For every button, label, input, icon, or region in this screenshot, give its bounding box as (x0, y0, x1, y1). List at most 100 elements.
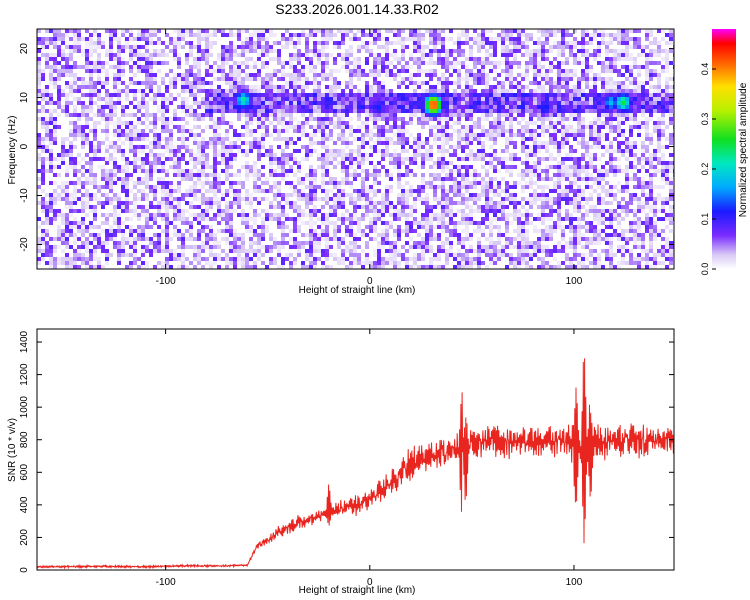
spectrogram-cell (97, 141, 101, 145)
spectrogram-cell (169, 185, 173, 189)
spectrogram-cell (365, 173, 369, 177)
spectrogram-cell (385, 125, 389, 129)
spectrogram-cell (349, 37, 353, 41)
spectrogram-cell (649, 57, 653, 61)
spectrogram-cell (225, 77, 229, 81)
spectrogram-cell (333, 197, 337, 201)
spectrogram-cell (125, 205, 129, 209)
spectrogram-cell (61, 193, 65, 197)
spectrogram-cell (429, 173, 433, 177)
spectrogram-cell (177, 149, 181, 153)
spectrogram-cell (549, 29, 553, 33)
spectrogram-cell (445, 65, 449, 69)
spectrogram-cell (233, 197, 237, 201)
spectrogram-cell (585, 97, 589, 101)
spectrogram-cell (133, 81, 137, 85)
spectrogram-cell (177, 29, 181, 33)
spectrogram-cell (453, 81, 457, 85)
spectrogram-cell (321, 185, 325, 189)
spectrogram-cell (529, 193, 533, 197)
spectrogram-cell (473, 97, 477, 101)
spectrogram-cell (97, 65, 101, 69)
spectrogram-cell (149, 129, 153, 133)
spectrogram-cell (497, 117, 501, 121)
spectrogram-cell (117, 145, 121, 149)
spectrogram-cell (197, 177, 201, 181)
spectrogram-cell (321, 29, 325, 33)
spectrogram-cell (93, 101, 97, 105)
spectrogram-cell (93, 45, 97, 49)
spectrogram-cell (245, 161, 249, 165)
spectrogram-cell (357, 205, 361, 209)
spectrogram-cell (149, 41, 153, 45)
spectrogram-cell (333, 45, 337, 49)
spectrogram-cell (473, 185, 477, 189)
spectrogram-cell (105, 137, 109, 141)
spectrogram-cell (125, 161, 129, 165)
spectrogram-cell (233, 93, 237, 97)
spectrogram-cell (625, 41, 629, 45)
spectrogram-cell (121, 57, 125, 61)
spectrogram-cell (273, 205, 277, 209)
spectrogram-cell (357, 89, 361, 93)
spectrogram-cell (649, 177, 653, 181)
spectrogram-cell (325, 181, 329, 185)
spectrogram-cell (437, 89, 441, 93)
spectrogram-cell (337, 29, 341, 33)
spectrogram-cell (505, 97, 509, 101)
spectrogram-cell (649, 105, 653, 109)
spectrogram-cell (81, 137, 85, 141)
spectrogram-cell (405, 61, 409, 65)
spectrogram-cell (633, 97, 637, 101)
spectrogram-cell (209, 93, 213, 97)
spectrogram-cell (481, 29, 485, 33)
spectrogram-cell (173, 109, 177, 113)
spectrogram-cell (561, 157, 565, 161)
spectrogram-cell (77, 37, 81, 41)
spectrogram-cell (113, 133, 117, 137)
spectrogram-cell (193, 197, 197, 201)
spectrogram-cell (113, 37, 117, 41)
spectrogram-cell (613, 33, 617, 37)
spectrogram-cell (653, 185, 657, 189)
spectrogram-cell (277, 41, 281, 45)
spectrogram-cell (401, 201, 405, 205)
spectrogram-cell (661, 109, 665, 113)
spectrogram-cell (493, 133, 497, 137)
spectrogram-cell (621, 113, 625, 117)
spectrogram-cell (49, 133, 53, 137)
spectrogram-cell (349, 197, 353, 201)
spectrogram-cell (225, 49, 229, 53)
spectrogram-cell (125, 113, 129, 117)
spectrogram-cell (317, 49, 321, 53)
spectrogram-cell (325, 89, 329, 93)
spectrogram-cell (309, 209, 313, 213)
spectrogram-cell (589, 93, 593, 97)
spectrogram-cell (609, 121, 613, 125)
spectrogram-cell (125, 61, 129, 65)
spectrogram-cell (233, 141, 237, 145)
spectrogram-cell (241, 93, 245, 97)
spectrogram-cell (493, 53, 497, 57)
spectrogram-cell (525, 129, 529, 133)
spectrogram-cell (357, 161, 361, 165)
spectrogram-cell (473, 169, 477, 173)
spectrogram-cell (453, 177, 457, 181)
spectrogram-cell (97, 145, 101, 149)
spectrogram-cell (393, 133, 397, 137)
spectrogram-cell (173, 85, 177, 89)
spectrogram-cell (149, 165, 153, 169)
spectrogram-cell (53, 125, 57, 129)
spectrogram-cell (601, 113, 605, 117)
spectrogram-cell (613, 81, 617, 85)
spectrogram-cell (493, 69, 497, 73)
spectrogram-cell (377, 169, 381, 173)
spectrogram-cell (485, 81, 489, 85)
spectrogram-cell (565, 153, 569, 157)
spectrogram-cell (441, 109, 445, 113)
spectrogram-cell (569, 181, 573, 185)
spectrogram-cell (145, 113, 149, 117)
spectrogram-cell (481, 129, 485, 133)
spectrogram-cell (221, 141, 225, 145)
spectrogram-cell (237, 169, 241, 173)
